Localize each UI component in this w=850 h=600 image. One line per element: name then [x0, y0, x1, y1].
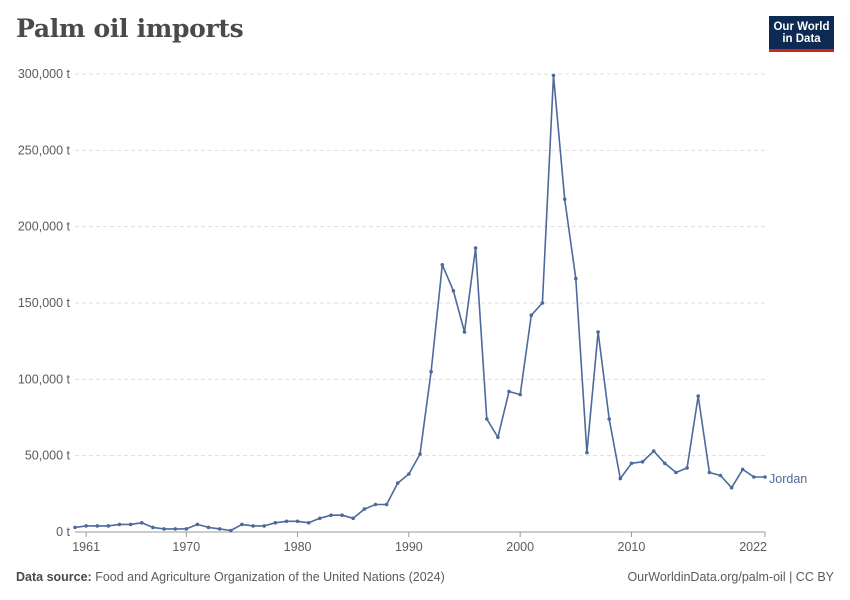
- data-point[interactable]: [485, 417, 489, 421]
- gridlines: [75, 73, 765, 457]
- data-point[interactable]: [607, 417, 611, 421]
- y-tick-label: 100,000 t: [18, 372, 71, 386]
- data-point[interactable]: [273, 521, 278, 525]
- data-point[interactable]: [718, 473, 723, 478]
- data-point[interactable]: [373, 502, 378, 507]
- data-point[interactable]: [473, 246, 478, 250]
- data-point[interactable]: [351, 516, 356, 521]
- data-point[interactable]: [173, 527, 177, 531]
- data-point[interactable]: [329, 513, 333, 517]
- data-point[interactable]: [295, 519, 300, 524]
- data-source-text: Food and Agriculture Organization of the…: [95, 570, 445, 584]
- data-point[interactable]: [128, 522, 133, 527]
- data-point[interactable]: [551, 73, 556, 78]
- data-point[interactable]: [384, 502, 389, 507]
- y-tick-label: 300,000 t: [18, 67, 71, 81]
- data-point[interactable]: [540, 301, 545, 305]
- data-point[interactable]: [106, 524, 111, 528]
- data-point[interactable]: [362, 507, 367, 511]
- data-point[interactable]: [140, 521, 144, 525]
- series-layer: Jordan: [73, 73, 807, 533]
- x-tick-label: 1990: [395, 540, 423, 554]
- data-point[interactable]: [674, 470, 678, 475]
- data-point[interactable]: [729, 485, 734, 490]
- data-point[interactable]: [217, 527, 222, 531]
- data-point[interactable]: [284, 519, 289, 524]
- y-tick-label: 50,000 t: [25, 449, 71, 463]
- data-point[interactable]: [95, 524, 100, 528]
- source-link[interactable]: OurWorldinData.org/palm-oil | CC BY: [627, 570, 834, 584]
- data-point[interactable]: [518, 392, 522, 397]
- data-point[interactable]: [195, 522, 200, 527]
- data-point[interactable]: [752, 475, 756, 479]
- x-tick-label: 2000: [506, 540, 534, 554]
- data-point[interactable]: [251, 524, 255, 528]
- data-point[interactable]: [306, 521, 311, 525]
- data-point[interactable]: [507, 389, 511, 394]
- x-tick-label: 2010: [618, 540, 646, 554]
- series-label[interactable]: Jordan: [769, 472, 807, 486]
- data-point[interactable]: [685, 466, 689, 470]
- logo-line-2: in Data: [782, 33, 821, 45]
- data-point[interactable]: [73, 525, 77, 530]
- y-tick-label: 0 t: [56, 525, 70, 539]
- x-tick-label: 1961: [72, 540, 100, 554]
- data-source: Data source: Food and Agriculture Organi…: [16, 570, 445, 584]
- y-tick-label: 250,000 t: [18, 143, 71, 157]
- chart-title: Palm oil imports: [16, 14, 244, 43]
- data-point[interactable]: [429, 369, 433, 374]
- data-point[interactable]: [574, 276, 578, 281]
- data-point[interactable]: [496, 435, 500, 440]
- data-point[interactable]: [585, 450, 589, 455]
- data-point[interactable]: [184, 527, 189, 531]
- axes: 0 t 50,000 t 100,000 t 150,000 t 200,000 t 25…: [18, 67, 767, 554]
- data-point[interactable]: [206, 525, 211, 530]
- data-point[interactable]: [162, 527, 166, 531]
- data-point[interactable]: [696, 394, 700, 398]
- data-point[interactable]: [117, 522, 122, 527]
- data-point[interactable]: [596, 330, 600, 334]
- data-point[interactable]: [340, 513, 344, 517]
- data-point[interactable]: [640, 460, 645, 464]
- data-point[interactable]: [651, 449, 656, 453]
- y-tick-label: 150,000 t: [18, 296, 71, 310]
- logo-line-1: Our World: [773, 21, 830, 33]
- data-point[interactable]: [395, 481, 400, 485]
- y-tick-label: 200,000 t: [18, 220, 71, 234]
- data-point[interactable]: [240, 522, 244, 527]
- data-point[interactable]: [229, 528, 233, 533]
- data-point[interactable]: [318, 516, 322, 521]
- data-point[interactable]: [407, 472, 411, 476]
- data-point[interactable]: [763, 475, 767, 479]
- data-point[interactable]: [562, 197, 567, 201]
- x-tick-label: 2022: [739, 540, 767, 554]
- data-source-label: Data source:: [16, 570, 92, 584]
- data-point[interactable]: [418, 452, 422, 456]
- data-point[interactable]: [440, 263, 445, 267]
- x-tick-label: 1970: [172, 540, 200, 554]
- data-point[interactable]: [740, 467, 745, 472]
- data-point[interactable]: [529, 313, 534, 318]
- data-point[interactable]: [663, 461, 667, 466]
- data-point[interactable]: [707, 470, 712, 475]
- data-point[interactable]: [618, 476, 623, 481]
- owid-logo[interactable]: Our World in Data: [769, 16, 834, 52]
- data-point[interactable]: [84, 524, 88, 528]
- x-tick-label: 1980: [284, 540, 312, 554]
- data-point[interactable]: [151, 525, 155, 530]
- data-point[interactable]: [262, 524, 267, 528]
- data-point[interactable]: [629, 461, 634, 466]
- data-point[interactable]: [451, 289, 456, 293]
- data-point[interactable]: [462, 330, 467, 334]
